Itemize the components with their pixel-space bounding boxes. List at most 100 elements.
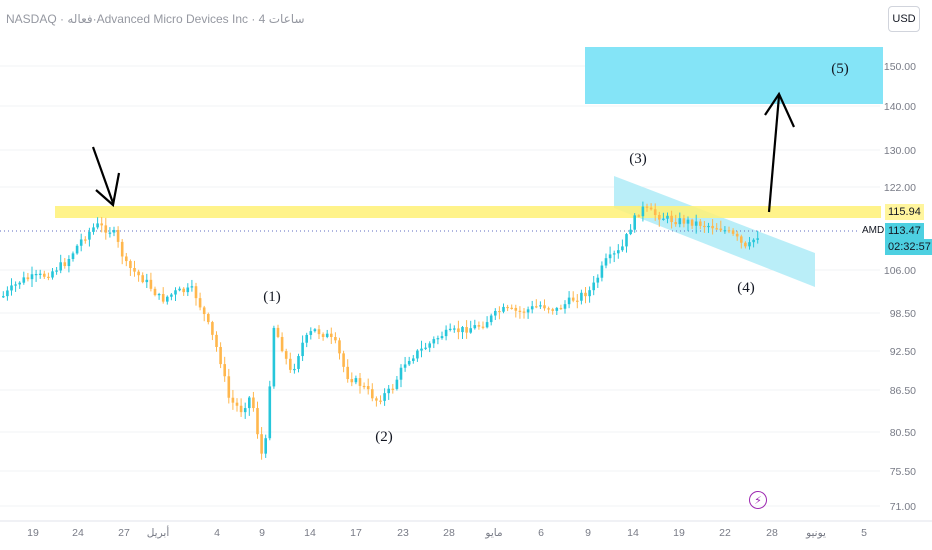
candle (264, 434, 267, 458)
x-tick-label: 28 (766, 527, 778, 539)
x-tick-label: 23 (397, 527, 409, 539)
candle-body (649, 207, 653, 210)
candle-body (690, 219, 694, 226)
candle (756, 230, 759, 244)
candle (383, 388, 386, 406)
candle (551, 307, 554, 315)
countdown-label: 02:32:57 (885, 239, 932, 255)
candle (59, 254, 62, 274)
candle-body (362, 385, 366, 388)
candle (412, 355, 415, 364)
candle (670, 210, 673, 229)
candle-body (424, 347, 427, 349)
x-tick-label: يونيو (805, 527, 826, 539)
candle (145, 273, 149, 288)
y-tick-label: 80.50 (890, 427, 916, 439)
candle (108, 227, 112, 238)
candle-body (88, 231, 91, 240)
candle (166, 295, 169, 305)
candle (752, 238, 755, 248)
candle-body (559, 307, 563, 310)
candle-body (551, 309, 554, 311)
candle (125, 252, 128, 267)
pointer-arrow-head (95, 172, 121, 208)
candle-body (202, 307, 206, 315)
candle-body (63, 262, 67, 267)
candle (256, 401, 259, 439)
candle (202, 305, 206, 322)
candle-body (604, 258, 608, 266)
candle-body (744, 242, 747, 247)
candle-body (256, 408, 259, 435)
candle-body (342, 353, 345, 367)
wave-label: (1) (263, 289, 281, 305)
candle-body (112, 229, 116, 233)
candle (748, 237, 751, 250)
candle-body (334, 337, 337, 341)
candle-body (588, 290, 591, 297)
candle-body (84, 239, 87, 241)
candle-body (461, 327, 464, 333)
candle-body (371, 389, 374, 399)
candle (535, 299, 538, 309)
candle-body (34, 274, 38, 276)
candle-body (658, 214, 661, 220)
candle-body (625, 234, 628, 247)
candle (211, 320, 214, 341)
candle-body (153, 288, 157, 296)
candle-body (686, 219, 690, 224)
candle-body (129, 261, 132, 269)
candle (494, 308, 497, 321)
candle (682, 214, 686, 228)
candle-body (100, 223, 103, 226)
candle (313, 328, 317, 333)
candle (75, 244, 79, 255)
candle-body (617, 250, 620, 254)
candle-body (6, 290, 9, 297)
candle (22, 271, 26, 285)
candle-body (633, 215, 636, 230)
candle (198, 292, 202, 311)
candle (735, 230, 739, 241)
candle (235, 398, 239, 412)
candle (178, 286, 181, 292)
candle (731, 228, 735, 236)
candle (432, 336, 436, 349)
candle (309, 327, 313, 340)
candle-body (366, 386, 370, 390)
candle-body (715, 228, 718, 230)
candle-body (580, 292, 583, 301)
candle (715, 223, 718, 230)
candle-body (280, 336, 284, 352)
wave-label: (3) (629, 151, 647, 167)
candle (30, 266, 34, 287)
flash-icon[interactable]: ⚡ (749, 491, 767, 509)
candle (539, 301, 542, 310)
candle (371, 383, 374, 402)
candle (641, 201, 645, 222)
candle-body (420, 348, 423, 351)
candle (149, 272, 153, 292)
candle-body (198, 298, 202, 308)
candle-body (674, 222, 677, 225)
candle (399, 364, 403, 388)
candle-body (469, 328, 472, 333)
currency-button[interactable]: USD (888, 6, 920, 32)
candle (129, 259, 132, 276)
target-arrow-head (764, 91, 796, 128)
x-tick-label: 24 (72, 527, 84, 539)
candle-body (752, 239, 755, 243)
candle-body (596, 277, 600, 283)
candle (510, 304, 513, 310)
candle (112, 226, 116, 237)
candle (690, 218, 694, 229)
candle-body (379, 400, 382, 402)
candle (293, 363, 296, 374)
candle-body (522, 311, 526, 313)
x-tick-label: 9 (585, 527, 591, 539)
candle-body (289, 358, 292, 370)
candle (563, 300, 567, 314)
candle-body (284, 351, 288, 359)
